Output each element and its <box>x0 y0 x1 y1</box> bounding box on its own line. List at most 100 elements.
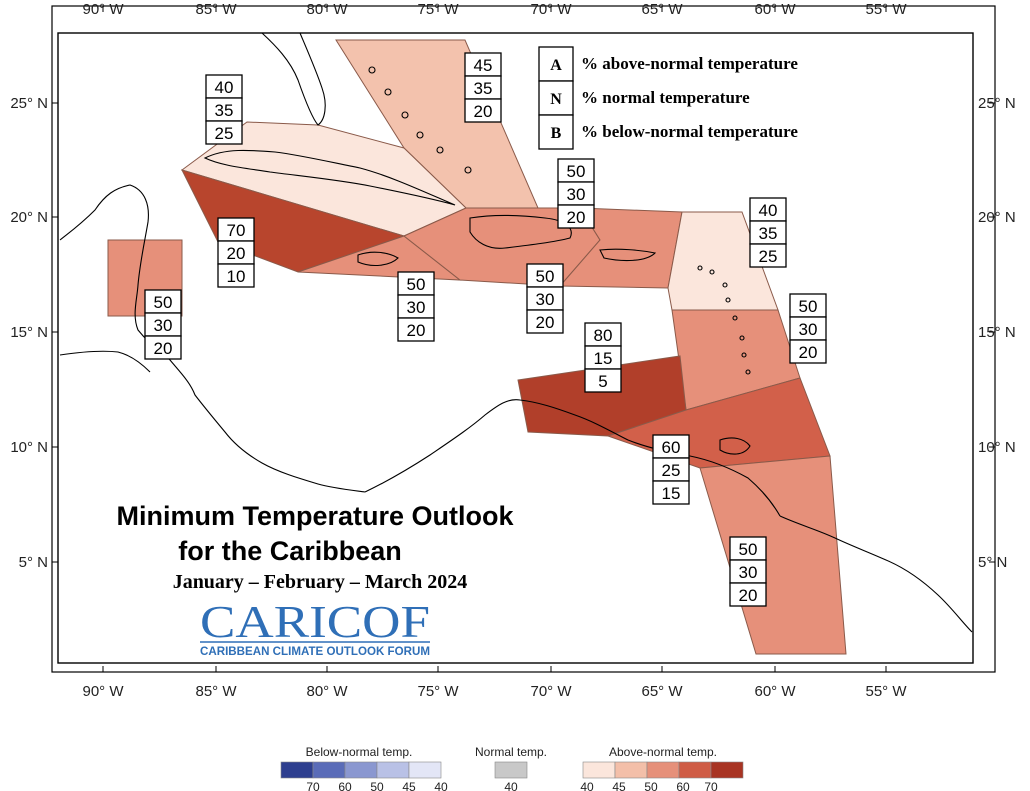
lon-tick-label: 65° W <box>641 1 683 18</box>
lat-tick-label: 20° N <box>10 209 48 226</box>
lat-tick-label: 5° N <box>19 554 48 571</box>
below-value: 20 <box>154 339 173 358</box>
coastlines <box>59 32 973 633</box>
above-value: 60 <box>662 438 681 457</box>
title-line-3: January – February – March 2024 <box>173 571 468 593</box>
lat-tick-label: 5° N <box>978 554 1007 571</box>
lon-labels-top: 90° W 85° W 80° W 75° W 70° W 65° W 60° … <box>82 1 907 18</box>
normal-value: 35 <box>759 224 778 243</box>
colorbar-tick: 50 <box>370 780 384 791</box>
lon-tick-label: 55° W <box>865 1 907 18</box>
above-value: 50 <box>536 267 555 286</box>
key-desc-normal: % normal temperature <box>581 88 750 107</box>
normal-value: 30 <box>536 290 555 309</box>
key-desc-above: % above-normal temperature <box>581 54 798 73</box>
lon-tick-label: 90° W <box>82 1 124 18</box>
lon-tick-label: 65° W <box>641 683 683 700</box>
below-value: 20 <box>799 343 818 362</box>
below-value: 5 <box>598 372 607 391</box>
colorbar-tick: 60 <box>676 780 690 791</box>
lon-tick-label: 60° W <box>754 683 796 700</box>
colorbar-tick: 70 <box>704 780 718 791</box>
key-letter-above: A <box>550 57 562 74</box>
logo-wordmark: CARICOF <box>200 596 430 647</box>
colorbar: Below-normal temp. Normal temp. Above-no… <box>280 745 744 791</box>
lon-tick-label: 80° W <box>306 683 348 700</box>
above-value: 50 <box>154 293 173 312</box>
outlook-box-abc: 80 15 5 <box>584 322 622 393</box>
lon-tick-label: 55° W <box>865 683 907 700</box>
lat-tick-label: 10° N <box>978 439 1016 456</box>
swatch-normal <box>494 761 528 779</box>
lon-tick-label: 85° W <box>195 683 237 700</box>
title-line-1: Minimum Temperature Outlook <box>116 501 514 531</box>
lat-labels-left: 25° N 20° N 15° N 10° N 5° N <box>10 95 48 571</box>
above-value: 50 <box>407 275 426 294</box>
outlook-box-cuba: 40 35 25 <box>205 74 243 145</box>
key-letter-normal: N <box>550 91 562 108</box>
swatch-above <box>710 761 744 779</box>
lat-labels-right: 25° N 20° N 15° N 10° N 5° N <box>978 95 1016 571</box>
outlook-box-cayman: 70 20 10 <box>217 217 255 288</box>
normal-value: 35 <box>215 101 234 120</box>
below-value: 25 <box>759 247 778 266</box>
lat-tick-label: 15° N <box>10 324 48 341</box>
outlook-box-leeward: 40 35 25 <box>749 197 787 268</box>
colorbar-tick: 45 <box>612 780 626 791</box>
lon-tick-label: 85° W <box>195 1 237 18</box>
lon-tick-label: 60° W <box>754 1 796 18</box>
lat-tick-label: 25° N <box>10 95 48 112</box>
key-desc-below: % below-normal temperature <box>581 122 798 141</box>
swatch-above <box>614 761 648 779</box>
below-value: 20 <box>567 208 586 227</box>
below-value: 20 <box>407 321 426 340</box>
outlook-box-trinidad: 60 25 15 <box>652 434 690 505</box>
lon-tick-label: 75° W <box>417 683 459 700</box>
normal-value: 30 <box>799 320 818 339</box>
below-value: 15 <box>662 484 681 503</box>
normal-value: 25 <box>662 461 681 480</box>
above-value: 50 <box>739 540 758 559</box>
lat-tick-label: 10° N <box>10 439 48 456</box>
colorbar-tick: 70 <box>306 780 320 791</box>
map-frame <box>57 32 974 664</box>
colorbar-below-title: Below-normal temp. <box>306 745 413 759</box>
above-value: 40 <box>215 78 234 97</box>
normal-value: 35 <box>474 79 493 98</box>
swatch-below <box>344 761 378 779</box>
lon-tick-label: 80° W <box>306 1 348 18</box>
lon-tick-label: 75° W <box>417 1 459 18</box>
lat-tick-marks <box>52 102 995 563</box>
outlook-box-windward: 50 30 20 <box>789 293 827 364</box>
colorbar-normal-title: Normal temp. <box>475 745 547 759</box>
outlook-box-jamaica: 50 30 20 <box>397 271 435 342</box>
above-value: 40 <box>759 201 778 220</box>
colorbar-below-swatches <box>280 761 442 779</box>
outlook-box-guianas: 50 30 20 <box>729 536 767 607</box>
swatch-below <box>408 761 442 779</box>
title-line-2: for the Caribbean <box>178 536 402 566</box>
below-value: 10 <box>227 267 246 286</box>
below-value: 20 <box>739 586 758 605</box>
colorbar-tick: 40 <box>434 780 448 791</box>
outlook-box-puerto-rico: 50 30 20 <box>557 158 595 229</box>
swatch-above <box>646 761 680 779</box>
outlook-box-hispaniola: 50 30 20 <box>526 263 564 334</box>
category-key: A N B % above-normal temperature % norma… <box>538 46 798 150</box>
below-value: 20 <box>536 313 555 332</box>
caricof-logo: CARICOF CARIBBEAN CLIMATE OUTLOOK FORUM <box>200 596 430 658</box>
lat-tick-label: 15° N <box>978 324 1016 341</box>
above-value: 70 <box>227 221 246 240</box>
below-value: 25 <box>215 124 234 143</box>
swatch-below <box>376 761 410 779</box>
above-value: 45 <box>474 56 493 75</box>
outlook-box-bahamas: 45 35 20 <box>464 52 502 123</box>
colorbar-tick: 45 <box>402 780 416 791</box>
lat-tick-label: 20° N <box>978 209 1016 226</box>
normal-value: 15 <box>594 349 613 368</box>
outlook-box-belize: 50 30 20 <box>144 289 182 360</box>
key-letter-below: B <box>551 125 562 142</box>
colorbar-tick: 50 <box>644 780 658 791</box>
lon-tick-label: 90° W <box>82 683 124 700</box>
normal-value: 30 <box>739 563 758 582</box>
